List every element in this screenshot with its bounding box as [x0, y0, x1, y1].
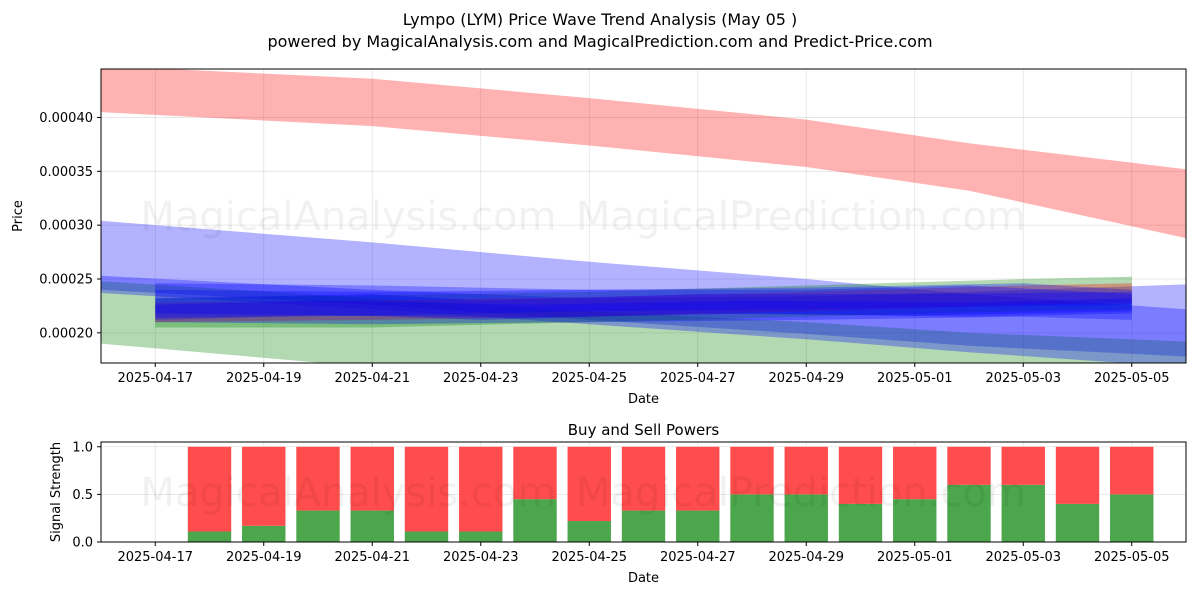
sell-power-bar — [1001, 446, 1045, 485]
chart-title: Lympo (LYM) Price Wave Trend Analysis (M… — [403, 10, 798, 29]
buy-power-bar — [567, 521, 611, 542]
signal-x-tick-label: 2025-05-05 — [1094, 550, 1170, 565]
price-x-tick-label: 2025-04-25 — [551, 371, 627, 386]
price-wave-band — [155, 298, 1132, 320]
signal-x-tick-label: 2025-04-29 — [768, 550, 844, 565]
price-frame — [100, 68, 1187, 364]
price-y-tick-label: 0.00020 — [39, 326, 93, 341]
price-x-tick-label: 2025-05-03 — [985, 371, 1061, 386]
buy-power-bar — [404, 531, 449, 542]
sell-power-bar — [242, 446, 286, 526]
buy-power-bar — [676, 510, 720, 542]
price-wave-band — [101, 281, 1186, 363]
sell-power-bar — [838, 446, 883, 504]
buy-sell-panel: MagicalAnalysis.com MagicalPrediction.com… — [49, 421, 1187, 586]
signal-watermark: MagicalPrediction.com — [576, 470, 1026, 516]
chart-subtitle: powered by MagicalAnalysis.com and Magic… — [267, 32, 932, 51]
price-wave-band — [155, 283, 1132, 325]
signal-x-tick-label: 2025-04-23 — [443, 550, 519, 565]
price-wave-band — [155, 283, 1132, 316]
sell-power-bar — [621, 446, 666, 511]
price-x-axis-label: Date — [628, 392, 659, 407]
signal-x-tick-label: 2025-04-19 — [226, 550, 302, 565]
price-x-tick-label: 2025-04-23 — [443, 371, 519, 386]
signal-x-tick-label: 2025-05-03 — [985, 550, 1061, 565]
price-y-tick-label: 0.00030 — [39, 219, 93, 234]
signal-x-tick-label: 2025-04-27 — [660, 550, 736, 565]
buy-power-bar — [1055, 503, 1100, 542]
buy-power-bar — [513, 499, 557, 542]
sell-power-bar — [567, 446, 611, 522]
price-watermark: MagicalAnalysis.com — [140, 194, 556, 240]
buy-power-bar — [187, 531, 232, 542]
price-x-tick-label: 2025-05-01 — [877, 371, 953, 386]
price-x-tick-label: 2025-05-05 — [1094, 371, 1170, 386]
price-wave-band — [155, 291, 1132, 320]
price-wave-band — [101, 275, 1186, 363]
price-wave-band — [155, 283, 1132, 323]
price-watermark: MagicalPrediction.com — [576, 194, 1026, 240]
buy-power-bar — [1110, 494, 1154, 542]
price-x-tick-label: 2025-04-29 — [768, 371, 844, 386]
sell-power-bar — [730, 446, 774, 495]
buy-power-bar — [242, 525, 286, 542]
sell-power-bar — [513, 446, 557, 500]
price-x-tick-label: 2025-04-17 — [117, 371, 193, 386]
signal-watermark: MagicalAnalysis.com — [140, 470, 556, 516]
price-wave-band — [101, 69, 1186, 239]
signal-x-axis-label: Date — [628, 571, 659, 586]
signal-y-axis-label: Signal Strength — [49, 442, 64, 542]
buy-power-bar — [296, 510, 340, 542]
signal-x-tick-label: 2025-04-25 — [551, 550, 627, 565]
buy-power-bar — [784, 494, 828, 542]
buy-power-bar — [1001, 484, 1045, 542]
price-wave-band — [101, 220, 1186, 357]
signal-y-tick-label: 1.0 — [72, 440, 93, 455]
buy-power-bar — [621, 510, 666, 542]
price-x-tick-label: 2025-04-21 — [334, 371, 410, 386]
sell-power-bar — [784, 446, 828, 495]
buy-power-bar — [350, 510, 394, 542]
buy-power-bar — [947, 484, 991, 542]
signal-x-tick-label: 2025-05-01 — [877, 550, 953, 565]
price-y-tick-label: 0.00040 — [39, 111, 93, 126]
signal-x-tick-label: 2025-04-21 — [334, 550, 410, 565]
signal-x-tick-label: 2025-04-17 — [117, 550, 193, 565]
signal-y-tick-label: 0.5 — [72, 488, 93, 503]
sell-power-bar — [893, 446, 937, 500]
sell-power-bar — [459, 446, 503, 532]
sell-power-bar — [404, 446, 449, 532]
price-y-tick-label: 0.00025 — [39, 273, 93, 288]
price-y-tick-label: 0.00035 — [39, 165, 93, 180]
sell-power-bar — [676, 446, 720, 511]
price-grid — [101, 69, 1186, 363]
signal-frame — [100, 441, 1187, 543]
price-y-axis-label: Price — [11, 200, 26, 232]
price-wave-panel: MagicalAnalysis.com MagicalPrediction.com… — [11, 68, 1187, 407]
buy-power-bar — [730, 494, 774, 542]
sell-power-bar — [1110, 446, 1154, 495]
sell-power-bar — [187, 446, 232, 532]
signal-title: Buy and Sell Powers — [568, 421, 720, 439]
buy-power-bar — [893, 499, 937, 542]
buy-power-bar — [838, 503, 883, 542]
price-wave-band — [155, 276, 1132, 328]
sell-power-bar — [1055, 446, 1100, 504]
sell-power-bar — [350, 446, 394, 511]
sell-power-bar — [296, 446, 340, 511]
price-x-tick-label: 2025-04-27 — [660, 371, 736, 386]
buy-power-bar — [459, 531, 503, 542]
sell-power-bar — [947, 446, 991, 485]
price-x-tick-label: 2025-04-19 — [226, 371, 302, 386]
signal-y-tick-label: 0.0 — [72, 536, 93, 551]
